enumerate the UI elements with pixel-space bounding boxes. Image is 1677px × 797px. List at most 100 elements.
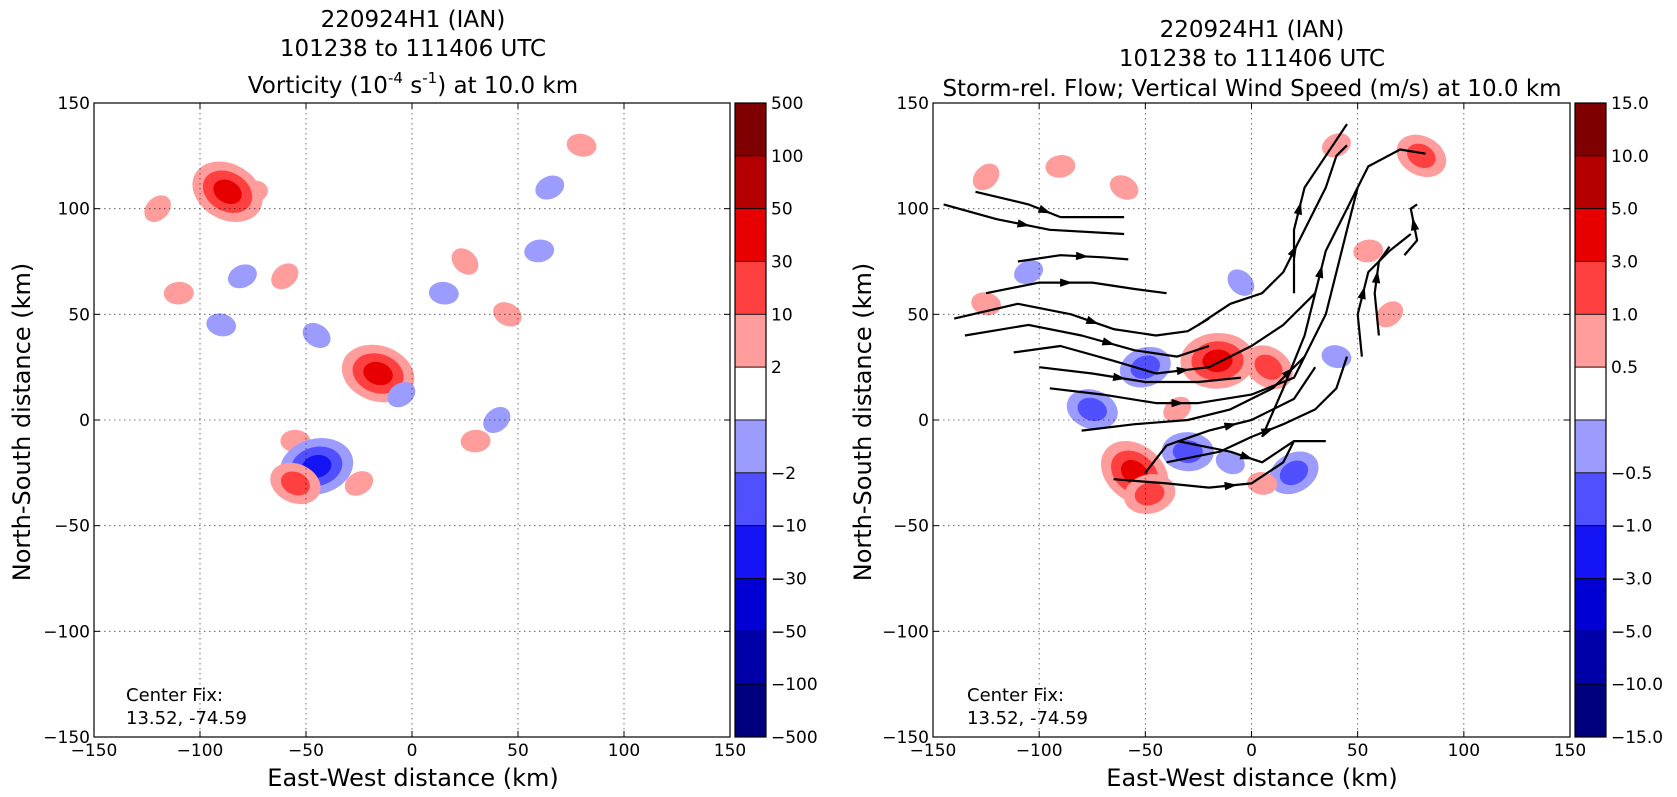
vorticity-feature-neg <box>428 281 459 305</box>
panel2-title-line2: 101238 to 111406 UTC <box>1119 46 1385 72</box>
colorbar-tick-label: 3.0 <box>1611 253 1638 273</box>
panel1-ylabel: North-South distance (km) <box>8 263 36 582</box>
vorticity-feature-pos <box>344 471 374 496</box>
streamline-arrowhead <box>1410 217 1420 231</box>
colorbar-segment <box>734 313 767 368</box>
vorticity-feature-neg <box>1321 345 1352 369</box>
vorticity-feature-pos <box>1247 472 1278 495</box>
panel1-title-line2: 101238 to 111406 UTC <box>280 36 546 62</box>
streamline <box>1197 144 1348 326</box>
colorbar-segment <box>1574 630 1607 685</box>
panel2-xlabel: East-West distance (km) <box>1106 764 1397 792</box>
x-tick-label: 100 <box>1448 741 1480 761</box>
panel2-title-line3: Storm-rel. Flow; Vertical Wind Speed (m/… <box>942 76 1561 102</box>
colorbar-segment <box>734 683 767 738</box>
colorbar-segment <box>734 419 767 474</box>
y-tick-label: 50 <box>68 305 90 325</box>
streamline-arrowhead <box>1101 337 1115 346</box>
y-tick-label: −50 <box>54 517 90 537</box>
colorbar-tick-label: −15.0 <box>1611 728 1663 748</box>
colorbar-tick-label: 100 <box>771 147 803 167</box>
vorticity-feature-pos <box>1045 155 1076 178</box>
vorticity-feature-neg <box>535 175 565 200</box>
streamline <box>953 302 1210 337</box>
colorbar-segment <box>1574 683 1607 738</box>
vorticity-feature-pos <box>493 302 522 327</box>
y-tick-label: −50 <box>893 517 929 537</box>
x-tick-label: 50 <box>1347 741 1369 761</box>
streamline <box>1261 148 1426 438</box>
colorbar-segment <box>734 366 767 421</box>
vorticity-feature-pos <box>1353 239 1384 263</box>
streamline-arrowhead <box>1085 315 1099 325</box>
streamline-arrowhead <box>1016 219 1031 228</box>
vorticity-feature-neg <box>1077 397 1107 422</box>
vorticity-feature-pos <box>972 163 1000 191</box>
streamline-arrowhead <box>1239 451 1253 460</box>
colorbar-segment <box>1574 525 1607 579</box>
vorticity-feature-pos <box>271 263 299 290</box>
streamline-arrowhead <box>1171 398 1185 408</box>
streamline-arrowhead <box>1224 481 1238 491</box>
panel1-title-line3: Vorticity (10-4 s-1) at 10.0 km <box>248 69 578 99</box>
colorbar-segment <box>1574 261 1607 315</box>
panel2-plot: −150−150 −100 −100 −50 −50 0 0 50 50 100 100 150 150… <box>882 94 1663 761</box>
colorbar-tick-label: 10.0 <box>1611 147 1649 167</box>
x-tick-label: −150 <box>910 741 957 761</box>
streamline-arrowhead <box>1287 244 1298 258</box>
panel1-xlabel: East-West distance (km) <box>267 764 558 792</box>
colorbar-segment <box>734 208 767 262</box>
panel1-center-fix-value: 13.52, -74.59 <box>126 708 247 729</box>
colorbar-segment <box>734 155 767 210</box>
colorbar-tick-label: 2 <box>771 358 782 378</box>
panel1-center-fix-label: Center Fix: <box>126 685 223 706</box>
vorticity-feature-neg <box>483 406 511 434</box>
x-tick-label: −100 <box>1016 741 1063 761</box>
streamline-arrowhead <box>1223 422 1238 431</box>
colorbar-segment <box>734 472 767 527</box>
data-field <box>144 133 597 505</box>
panel2-ylabel: North-South distance (km) <box>849 263 877 582</box>
colorbar-segment <box>1574 472 1607 527</box>
panel2-title-line1: 220924H1 (IAN) <box>1160 17 1345 43</box>
x-tick-label: 100 <box>608 741 640 761</box>
x-tick-label: −150 <box>71 741 118 761</box>
vorticity-feature-pos <box>1134 482 1165 506</box>
streamline-arrowhead <box>1176 366 1190 376</box>
colorbar-tick-label: −50 <box>771 622 807 642</box>
y-tick-label: 100 <box>897 200 929 220</box>
colorbar-segment <box>734 525 767 579</box>
title-end-part: ) at 10.0 km <box>437 73 578 99</box>
panel1-title-line1: 220924H1 (IAN) <box>321 7 506 33</box>
colorbar-tick-label: 10 <box>771 305 793 325</box>
streamline <box>1166 356 1349 464</box>
colorbar-tick-label: −0.5 <box>1611 464 1652 484</box>
vorticity-feature-pos <box>1375 301 1404 328</box>
panel2-center-fix-label: Center Fix: <box>967 685 1064 706</box>
colorbar-segment <box>1574 419 1607 474</box>
streamline <box>964 323 1210 358</box>
streamline-arrowhead <box>1371 270 1381 284</box>
streamline-arrowhead <box>1293 201 1302 216</box>
streamline-arrowhead <box>1075 251 1089 261</box>
y-tick-label: 0 <box>918 411 929 431</box>
streamline <box>1176 440 1326 464</box>
colorbar-tick-label: −3.0 <box>1611 570 1652 590</box>
colorbar-tick-label: 15.0 <box>1611 94 1649 114</box>
vorticity-feature-pos <box>451 248 479 275</box>
plot-frame <box>93 102 731 738</box>
x-tick-label: 150 <box>714 741 746 761</box>
colorbar-segment <box>1574 366 1607 421</box>
y-tick-label: 150 <box>58 94 90 114</box>
colorbar-tick-label: 30 <box>771 253 793 273</box>
vorticity-feature-neg <box>302 322 331 349</box>
colorbar-tick-label: 0.5 <box>1611 358 1638 378</box>
x-tick-label: −100 <box>177 741 224 761</box>
x-tick-label: 50 <box>507 741 529 761</box>
vorticity-feature-pos <box>363 361 393 386</box>
colorbar-tick-label: −10.0 <box>1611 675 1663 695</box>
colorbar-segment <box>734 578 767 632</box>
title-superscript-1: -4 <box>388 69 403 87</box>
vorticity-feature-pos <box>1254 354 1283 380</box>
